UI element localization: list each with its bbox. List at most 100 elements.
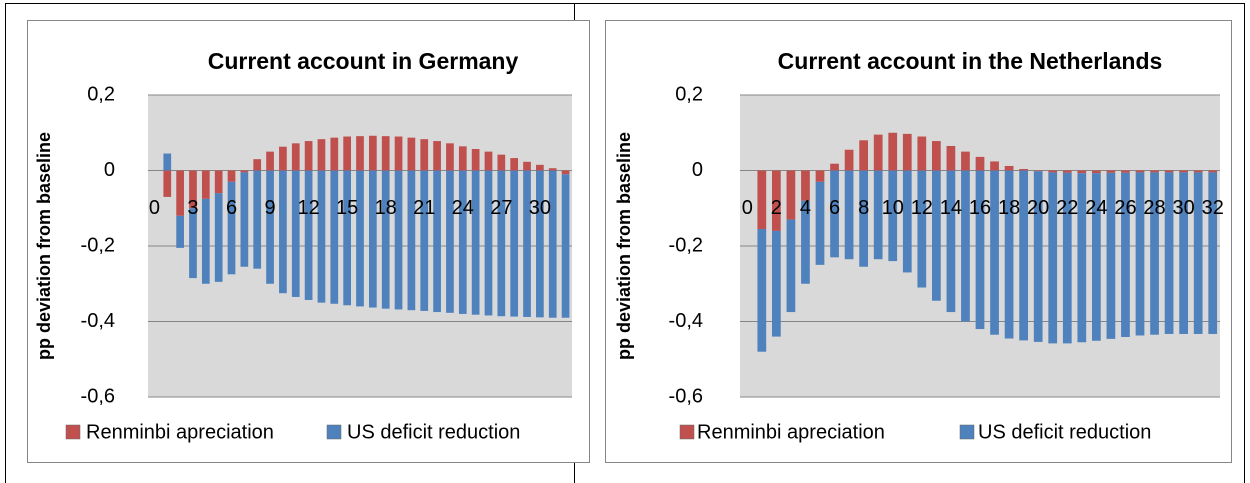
bar <box>201 198 210 284</box>
bar <box>1179 170 1188 173</box>
bar <box>1106 172 1116 339</box>
bar <box>356 170 364 307</box>
bar <box>1004 170 1014 339</box>
table-border <box>1244 3 1245 483</box>
x-tick-label: 12 <box>297 197 319 219</box>
x-tick-label: 21 <box>413 197 435 219</box>
bar <box>888 170 898 262</box>
bar <box>1121 170 1130 173</box>
bar <box>523 161 531 171</box>
x-tick-label: 10 <box>882 197 904 219</box>
bar <box>176 170 184 216</box>
bar <box>343 170 352 306</box>
bar <box>240 172 249 267</box>
bar <box>433 170 441 313</box>
bar <box>266 170 274 284</box>
x-tick-label: 4 <box>800 197 811 219</box>
bar <box>859 140 868 171</box>
bar <box>291 143 300 171</box>
bar <box>279 170 287 294</box>
bar <box>394 136 403 171</box>
bar <box>536 170 544 318</box>
bar <box>343 136 352 171</box>
bar <box>786 219 796 313</box>
chart-title: Current account in Germany <box>208 48 519 74</box>
x-tick-label: 26 <box>1114 197 1136 219</box>
bar <box>433 141 441 171</box>
bar <box>1019 168 1028 171</box>
legend-label: US deficit reduction <box>978 421 1151 443</box>
bar <box>497 154 506 171</box>
bar <box>458 146 467 171</box>
bar <box>471 148 480 171</box>
x-tick-label: 30 <box>1173 197 1195 219</box>
bar <box>548 168 557 171</box>
bar <box>163 153 172 171</box>
bar <box>368 135 377 171</box>
x-tick-label: 22 <box>1056 197 1078 219</box>
bar <box>917 170 927 288</box>
x-tick-label: 0 <box>742 197 753 219</box>
bar <box>888 132 898 171</box>
bar <box>484 170 493 316</box>
chart-title: Current account in the Netherlands <box>778 48 1163 74</box>
bar <box>407 170 416 311</box>
chart: Current account in Germany pp deviation f… <box>27 20 590 463</box>
bar <box>772 230 781 337</box>
bar <box>407 137 416 171</box>
x-tick-label: 9 <box>264 197 275 219</box>
bar <box>815 170 825 182</box>
y-tick-label: -0,6 <box>81 385 115 407</box>
bar <box>1150 172 1159 335</box>
bar <box>1062 170 1072 173</box>
x-tick-label: 12 <box>911 197 933 219</box>
bar <box>317 170 326 303</box>
bar <box>201 170 210 199</box>
bar <box>510 170 519 317</box>
bar <box>536 164 544 171</box>
bar <box>1164 172 1174 334</box>
bar <box>932 170 941 301</box>
bar <box>548 170 557 318</box>
bar <box>356 136 364 171</box>
bar <box>163 170 172 197</box>
x-tick-label: 8 <box>858 197 869 219</box>
bar <box>189 170 197 209</box>
bar <box>561 170 570 175</box>
legend-label: Renminbi apreciation <box>86 421 274 443</box>
bar <box>859 170 868 267</box>
y-tick-label: -0,2 <box>81 234 115 256</box>
bar <box>240 170 249 173</box>
bar <box>510 158 519 171</box>
x-tick-label: 0 <box>149 197 160 219</box>
bar <box>946 170 956 313</box>
bar <box>214 193 223 282</box>
x-tick-label: 20 <box>1027 197 1049 219</box>
bar <box>291 170 300 297</box>
bar <box>458 170 467 314</box>
bar <box>975 170 985 330</box>
x-tick-label: 3 <box>187 197 198 219</box>
bar <box>1048 170 1058 173</box>
x-tick-label: 14 <box>940 197 962 219</box>
bar <box>497 170 506 317</box>
bar <box>381 136 390 171</box>
bar <box>757 170 767 230</box>
bar <box>844 149 854 171</box>
y-axis-title: pp deviation from baseline <box>614 132 634 360</box>
y-axis-title: pp deviation from baseline <box>34 132 54 360</box>
bar <box>932 141 941 171</box>
y-tick-label: 0,2 <box>675 83 703 105</box>
x-tick-label: 16 <box>969 197 991 219</box>
bar <box>815 181 825 265</box>
x-tick-label: 6 <box>226 197 237 219</box>
bar <box>1193 172 1203 334</box>
bar <box>227 181 236 275</box>
x-tick-label: 32 <box>1202 197 1224 219</box>
bar <box>484 151 493 171</box>
bar <box>253 159 262 171</box>
bar <box>330 137 339 171</box>
legend-label: US deficit reduction <box>347 421 520 443</box>
bar <box>1092 173 1101 341</box>
y-tick-label: -0,2 <box>669 234 703 256</box>
